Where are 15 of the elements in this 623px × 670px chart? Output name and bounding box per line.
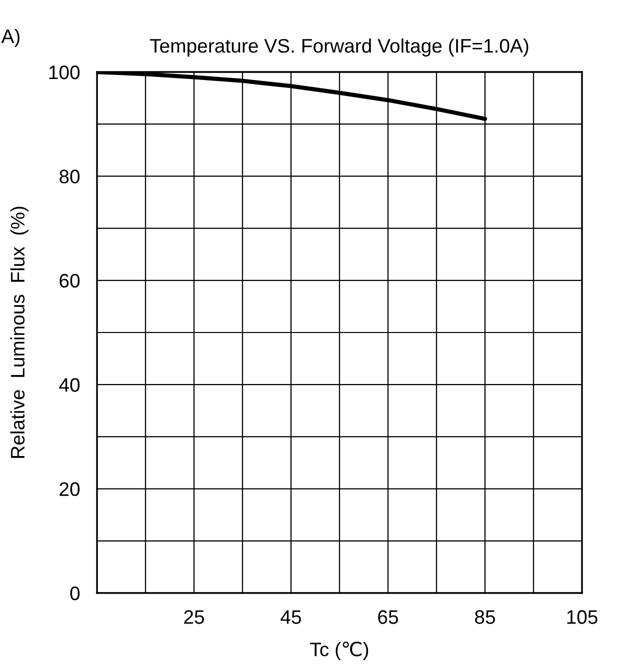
x-axis-title: Tc (℃) (310, 642, 368, 660)
x-tick-label: 25 (184, 610, 204, 624)
y-tick-label: 60 (60, 274, 80, 288)
text: A) (1, 28, 20, 48)
y-tick-label: 0 (70, 586, 80, 600)
x-tick-label: 85 (475, 610, 495, 624)
y-axis-title: Relative Luminous Flux (%) (10, 206, 28, 458)
x-tick-label: 105 (567, 610, 598, 624)
y-tick-label: 100 (49, 65, 80, 80)
y-tick-label: 80 (60, 170, 80, 184)
y-tick-label: 20 (60, 482, 80, 496)
chart-title: Temperature VS. Forward Voltage (IF=1.0A) (150, 38, 528, 57)
x-tick-label: 45 (280, 610, 301, 624)
y-tick-label: 40 (59, 378, 80, 392)
x-tick-label: 65 (378, 610, 398, 624)
